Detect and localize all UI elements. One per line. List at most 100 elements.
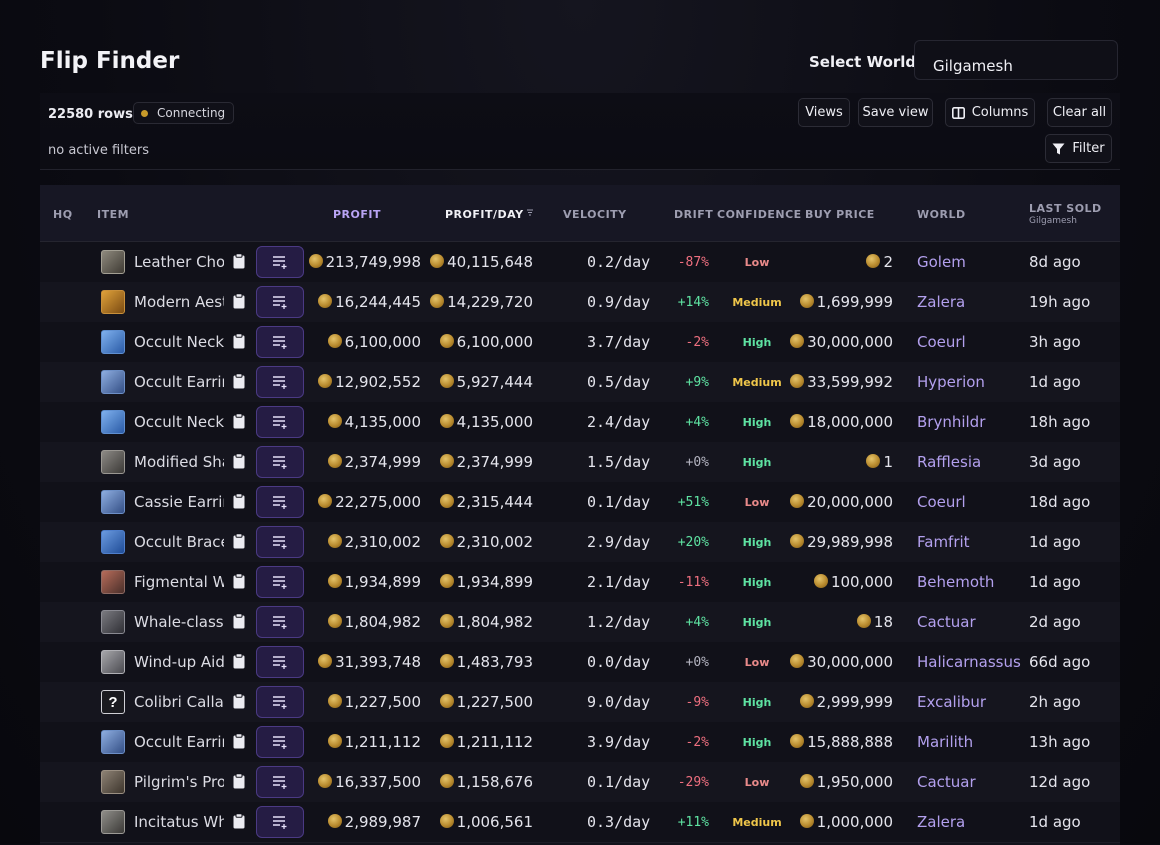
clipboard-icon[interactable] [233, 573, 245, 589]
table-row[interactable]: Modern Aesthetics 16,244,445 14,229,720 … [40, 282, 1120, 323]
world-link[interactable]: Brynhildr [917, 413, 986, 431]
profit-day-cell: 1,158,676 [439, 762, 533, 802]
table-row[interactable]: Occult Bracelet 2,310,002 2,310,002 2.9/… [40, 522, 1120, 563]
header-confidence[interactable]: CONFIDENCE [717, 208, 802, 221]
world-link[interactable]: Excalibur [917, 693, 987, 711]
header-world[interactable]: WORLD [917, 208, 966, 221]
world-link[interactable]: Golem [917, 253, 966, 271]
add-to-list-button[interactable] [256, 766, 304, 798]
world-link[interactable]: Behemoth [917, 573, 995, 591]
header-profit[interactable]: PROFIT [333, 208, 381, 221]
add-to-list-button[interactable] [256, 246, 304, 278]
table-row[interactable]: Leather Choker 213,749,998 40,115,648 0.… [40, 242, 1120, 283]
add-to-list-button[interactable] [256, 686, 304, 718]
item-name[interactable]: Occult Necklace [134, 413, 224, 431]
clipboard-icon[interactable] [233, 733, 245, 749]
add-to-list-button[interactable] [256, 486, 304, 518]
clipboard-icon[interactable] [233, 493, 245, 509]
world-link[interactable]: Zalera [917, 293, 966, 311]
world-link[interactable]: Zalera [917, 813, 966, 831]
clipboard-icon[interactable] [233, 773, 245, 789]
profit-day-cell: 1,211,112 [439, 722, 533, 762]
item-name[interactable]: Occult Necklace [134, 333, 224, 351]
header-buy-price[interactable]: BUY PRICE [805, 208, 875, 221]
world-link[interactable]: Marilith [917, 733, 974, 751]
clipboard-icon[interactable] [233, 613, 245, 629]
clipboard-icon[interactable] [233, 373, 245, 389]
clipboard-icon[interactable] [233, 813, 245, 829]
item-name[interactable]: Leather Choker [134, 253, 224, 271]
clipboard-icon[interactable] [233, 693, 245, 709]
clipboard-icon[interactable] [233, 293, 245, 309]
header-hq[interactable]: HQ [53, 208, 73, 221]
clipboard-icon[interactable] [233, 253, 245, 269]
table-row[interactable]: Modified Shark 2,374,999 2,374,999 1.5/d… [40, 442, 1120, 483]
header-profit-day[interactable]: PROFIT/DAY [445, 208, 524, 221]
add-to-list-button[interactable] [256, 606, 304, 638]
item-name[interactable]: Colibri Callacas [134, 693, 224, 711]
list-add-icon [273, 736, 287, 749]
item-name[interactable]: Occult Earrings [134, 373, 224, 391]
filter-button[interactable]: Filter [1045, 134, 1112, 163]
add-to-list-button[interactable] [256, 406, 304, 438]
item-name[interactable]: Cassie Earrings [134, 493, 224, 511]
header-item[interactable]: ITEM [97, 208, 130, 221]
header-last-sold[interactable]: LAST SOLD [1029, 202, 1102, 215]
clipboard-icon[interactable] [233, 413, 245, 429]
item-name[interactable]: Modern Aesthetics [134, 293, 224, 311]
clipboard-icon[interactable] [233, 333, 245, 349]
add-to-list-button[interactable] [256, 526, 304, 558]
header-velocity[interactable]: VELOCITY [563, 208, 627, 221]
list-add-icon [273, 776, 287, 789]
item-name[interactable]: Occult Bracelet [134, 533, 224, 551]
table-row[interactable]: Incitatus Whistle 2,989,987 1,006,561 0.… [40, 802, 1120, 843]
table-row[interactable]: Occult Necklace 4,135,000 4,135,000 2.4/… [40, 402, 1120, 443]
table-row[interactable]: Pilgrim's Prowess 16,337,500 1,158,676 0… [40, 762, 1120, 803]
add-to-list-button[interactable] [256, 366, 304, 398]
item-name[interactable]: Figmental Weapon [134, 573, 224, 591]
table-row[interactable]: Figmental Weapon 1,934,899 1,934,899 2.1… [40, 562, 1120, 603]
buy-price-value: 15,888,888 [807, 733, 893, 751]
table-row[interactable]: Occult Necklace 6,100,000 6,100,000 3.7/… [40, 322, 1120, 363]
item-name[interactable]: Wind-up Aide [134, 653, 224, 671]
table-row[interactable]: Occult Earrings 12,902,552 5,927,444 0.5… [40, 362, 1120, 403]
add-to-list-button[interactable] [256, 566, 304, 598]
sort-desc-icon[interactable] [526, 209, 534, 217]
item-name[interactable]: Whale-class Barding [134, 613, 224, 631]
item-name[interactable]: Incitatus Whistle [134, 813, 224, 831]
world-select[interactable]: Gilgamesh [914, 40, 1118, 80]
world-link[interactable]: Cactuar [917, 773, 976, 791]
header-drift[interactable]: DRIFT [674, 208, 714, 221]
profit-day-cell: 5,927,444 [439, 362, 533, 402]
table-row[interactable]: Occult Earrings 1,211,112 1,211,112 3.9/… [40, 722, 1120, 763]
table-row[interactable]: Whale-class Barding 1,804,982 1,804,982 … [40, 602, 1120, 643]
add-to-list-button[interactable] [256, 286, 304, 318]
columns-button[interactable]: Columns [945, 98, 1035, 127]
add-to-list-button[interactable] [256, 646, 304, 678]
clipboard-icon[interactable] [233, 653, 245, 669]
item-name[interactable]: Modified Shark [134, 453, 224, 471]
item-name[interactable]: Occult Earrings [134, 733, 224, 751]
clear-all-button[interactable]: Clear all [1047, 98, 1112, 127]
table-row[interactable]: ? Colibri Callacas 1,227,500 1,227,500 9… [40, 682, 1120, 723]
world-link[interactable]: Hyperion [917, 373, 985, 391]
save-view-button[interactable]: Save view [858, 98, 933, 127]
last-sold-value: 13h ago [1029, 733, 1091, 751]
add-to-list-button[interactable] [256, 726, 304, 758]
world-link[interactable]: Cactuar [917, 613, 976, 631]
world-link[interactable]: Coeurl [917, 333, 966, 351]
world-link[interactable]: Halicarnassus [917, 653, 1021, 671]
add-to-list-button[interactable] [256, 446, 304, 478]
clipboard-icon[interactable] [233, 453, 245, 469]
views-button[interactable]: Views [798, 98, 850, 127]
world-link[interactable]: Rafflesia [917, 453, 982, 471]
item-name[interactable]: Pilgrim's Prowess [134, 773, 224, 791]
clipboard-icon[interactable] [233, 533, 245, 549]
world-link[interactable]: Famfrit [917, 533, 970, 551]
table-row[interactable]: Cassie Earrings 22,275,000 2,315,444 0.1… [40, 482, 1120, 523]
add-to-list-button[interactable] [256, 806, 304, 838]
gil-coin-icon [439, 734, 454, 748]
table-row[interactable]: Wind-up Aide 31,393,748 1,483,793 0.0/da… [40, 642, 1120, 683]
add-to-list-button[interactable] [256, 326, 304, 358]
world-link[interactable]: Coeurl [917, 493, 966, 511]
